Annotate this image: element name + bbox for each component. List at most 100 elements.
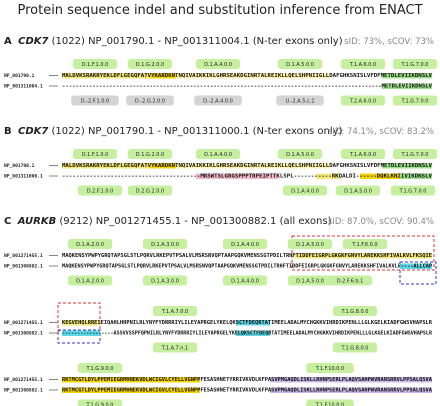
highlight xyxy=(176,163,330,169)
row-label: NP_001311004.1 xyxy=(4,84,43,90)
title: Protein sequence indel and substitution … xyxy=(17,3,422,18)
sequence: ----------------------------------------… xyxy=(62,84,432,90)
highlight xyxy=(236,320,270,326)
exon-pill xyxy=(390,185,436,196)
highlight xyxy=(382,73,432,79)
exon-pill xyxy=(77,363,123,373)
exon-pill xyxy=(71,95,119,106)
exon-pill xyxy=(72,59,118,69)
row-label: NP_001271455.1 xyxy=(4,253,43,259)
exon-pill xyxy=(222,239,268,249)
highlight xyxy=(316,173,340,179)
exon-label: D.1.A.3.0.0 xyxy=(151,242,179,248)
heading-text: (1022) NP_001790.1 - NP_001311004.1 (N-t… xyxy=(48,36,342,47)
exon-label: T.1.A.6.0.0 xyxy=(349,62,376,68)
indel-box xyxy=(57,302,101,332)
exon-pill xyxy=(142,239,188,249)
exon-label: T.1.G.9.0.0 xyxy=(85,403,113,406)
highlight xyxy=(62,73,150,79)
exon-label: T.1.G.7.0.0 xyxy=(400,62,428,68)
exon-pill xyxy=(306,399,354,406)
row-label: NP_001300882.1 xyxy=(4,388,43,394)
exon-pill xyxy=(306,363,354,373)
exon-pill xyxy=(127,149,173,159)
exon-label: T.1.A.7.0.0 xyxy=(161,309,188,315)
exon-label: T.1.G.8.0.0 xyxy=(340,346,368,352)
exon-pill xyxy=(77,399,123,406)
sequence: MAQKENSYPWPYGRQTAPSGLSTLPQRVLRKEPVTPSALV… xyxy=(62,253,432,259)
exon-label: D.1.A.4.0.0 xyxy=(204,152,232,158)
panel-letter: A xyxy=(4,36,12,47)
exon-pill xyxy=(195,59,241,69)
exon-label: D.1.F.1.0.0 xyxy=(82,152,109,158)
exon-label: D.2.F.1.0.0 xyxy=(87,189,114,195)
exon-pill xyxy=(152,342,198,353)
exon-label: D.1.A.4.0.0 xyxy=(291,189,319,195)
exon-label: T.1.F.10.0.0 xyxy=(315,366,344,372)
exon-label: D.1.A.5.0.0 xyxy=(286,62,314,68)
gene-name: CDK7 xyxy=(18,126,48,137)
exon-label: T.1.F.10.0.0 xyxy=(315,403,344,406)
exon-pill xyxy=(340,95,386,106)
exon-pill xyxy=(67,275,113,286)
highlight xyxy=(62,320,100,326)
exon-label: D.1.G.2.0.0 xyxy=(136,62,164,68)
exon-label: D.1.A.3.0.0 xyxy=(151,279,179,285)
row-label: NP_001300882.1 xyxy=(4,264,43,270)
highlight xyxy=(150,73,176,79)
row-label: NP_001790.1 xyxy=(4,73,35,79)
exon-label: U.-2.A.5.c.1 xyxy=(285,99,314,105)
exon-label: D.-2.A.4.0.0 xyxy=(203,99,233,105)
exon-pill xyxy=(335,185,381,196)
panel-heading: A CDK7 (1022) NP_001790.1 - NP_001311004… xyxy=(4,36,343,47)
highlight xyxy=(400,173,432,179)
exon-pill xyxy=(127,185,173,196)
exon-pill xyxy=(392,95,438,106)
panel-letter: C xyxy=(4,216,11,227)
exon-label: D.1.A.4.0.0 xyxy=(204,62,232,68)
exon-label: D.1.A.4.0.0 xyxy=(231,242,259,248)
exon-pill xyxy=(72,149,118,159)
exon-pill xyxy=(127,59,173,69)
indel-box xyxy=(399,261,437,285)
highlight xyxy=(62,330,100,336)
row-label: NP_001311000.1 xyxy=(4,174,43,180)
exon-pill xyxy=(67,239,113,249)
highlight xyxy=(236,330,270,336)
exon-label: T.1.F.6.0.0 xyxy=(351,242,377,248)
exon-pill xyxy=(340,149,386,159)
exon-pill xyxy=(287,275,333,286)
highlight xyxy=(62,163,150,169)
sequence: ----------------------------------------… xyxy=(62,174,432,180)
highlight xyxy=(150,163,176,169)
exon-pill xyxy=(126,95,174,106)
indel-box xyxy=(57,329,101,344)
sequence: RKTMCGTLDYLPPEMIEGRMHNEKVDLWCIGVLCYELLVG… xyxy=(62,377,433,383)
stats: sID: 87.0%, sCOV: 90.4% xyxy=(328,217,434,227)
exon-label: D.1.A.5.0.0 xyxy=(344,189,372,195)
exon-pill xyxy=(152,306,198,316)
exon-label: T.1.G.7.0.0 xyxy=(398,189,426,195)
gene-name: AURKB xyxy=(17,216,56,227)
exon-label: T.1.G.9.0.0 xyxy=(85,366,113,372)
exon-pill xyxy=(287,239,333,249)
exon-label: D.1.A.5.0.0 xyxy=(286,152,314,158)
exon-label: D.1.G.2.0.0 xyxy=(136,152,164,158)
exon-pill xyxy=(277,59,323,69)
highlight xyxy=(62,377,200,383)
highlight xyxy=(382,83,432,89)
sequence: MALDVKSRAKRYEKLDFLGEGQFATVYKARDKNTNQIVAI… xyxy=(62,163,432,169)
panel-letter: B xyxy=(4,126,12,137)
exon-label: D.2.F.6.b.1 xyxy=(337,279,364,285)
sequence: RKTMCGTLDYLPPEMIEGRMHNEKVDLWCIGVLCYELLVG… xyxy=(62,388,433,394)
exon-pill xyxy=(276,95,324,106)
highlight xyxy=(400,263,432,269)
exon-label: T.1.G.7.0.0 xyxy=(400,152,428,158)
row-label: NP_001271455.1 xyxy=(4,377,43,383)
stats: sID: 74.1%, sCOV: 83.2% xyxy=(328,127,434,137)
highlight xyxy=(360,173,400,179)
exon-pill xyxy=(342,239,388,249)
highlight xyxy=(196,173,278,179)
exon-pill xyxy=(77,185,123,196)
exon-pill xyxy=(332,342,378,353)
